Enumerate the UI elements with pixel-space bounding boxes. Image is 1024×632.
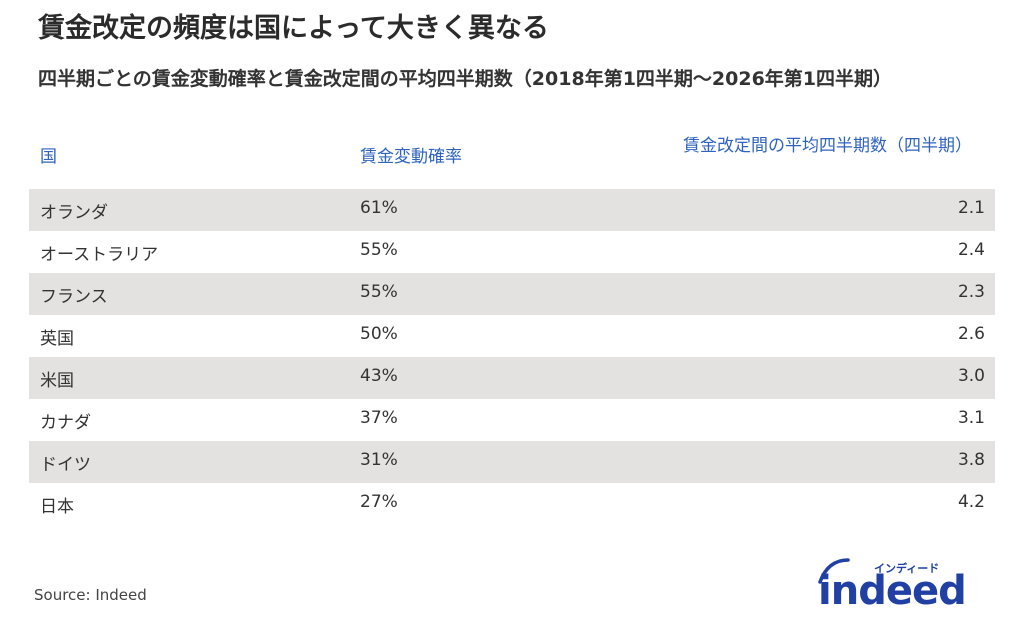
cell-quarters: 2.4 bbox=[957, 240, 985, 260]
indeed-logo-icon: インディード indeed bbox=[818, 558, 967, 614]
svg-text:インディード: インディード bbox=[874, 561, 939, 575]
indeed-logo: インディード indeed bbox=[814, 552, 994, 614]
cell-country: ドイツ bbox=[40, 455, 91, 475]
page-title: 賃金改定の頻度は国によって大きく異なる bbox=[38, 13, 549, 44]
cell-country: 米国 bbox=[40, 371, 74, 391]
cell-rate: 55% bbox=[360, 282, 398, 302]
cell-quarters: 3.8 bbox=[957, 450, 985, 470]
cell-rate: 61% bbox=[360, 198, 398, 218]
column-header-rate: 賃金変動確率 bbox=[360, 147, 462, 167]
cell-quarters: 2.3 bbox=[957, 282, 985, 302]
table-row: 日本 27% 4.2 bbox=[29, 483, 995, 525]
column-header-quarters: 賃金改定間の平均四半期数（四半期） bbox=[683, 136, 972, 156]
cell-quarters: 3.0 bbox=[957, 366, 985, 386]
source-note: Source: Indeed bbox=[34, 586, 147, 604]
cell-quarters: 3.1 bbox=[957, 408, 985, 428]
cell-quarters: 2.1 bbox=[957, 198, 985, 218]
cell-rate: 31% bbox=[360, 450, 398, 470]
cell-rate: 37% bbox=[360, 408, 398, 428]
cell-country: 日本 bbox=[40, 497, 74, 517]
table-row: ドイツ 31% 3.8 bbox=[29, 441, 995, 483]
table-row: オランダ 61% 2.1 bbox=[29, 189, 995, 231]
table-row: カナダ 37% 3.1 bbox=[29, 399, 995, 441]
cell-rate: 27% bbox=[360, 492, 398, 512]
cell-country: カナダ bbox=[40, 413, 91, 433]
svg-text:indeed: indeed bbox=[818, 568, 966, 612]
cell-country: オーストラリア bbox=[40, 245, 159, 265]
table-row: 英国 50% 2.6 bbox=[29, 315, 995, 357]
cell-country: フランス bbox=[40, 287, 108, 307]
cell-rate: 43% bbox=[360, 366, 398, 386]
page-subtitle: 四半期ごとの賃金変動確率と賃金改定間の平均四半期数（2018年第1四半期〜202… bbox=[38, 68, 893, 90]
cell-quarters: 2.6 bbox=[957, 324, 985, 344]
table-row: オーストラリア 55% 2.4 bbox=[29, 231, 995, 273]
cell-country: 英国 bbox=[40, 329, 74, 349]
column-header-country: 国 bbox=[40, 147, 57, 167]
cell-country: オランダ bbox=[40, 203, 108, 223]
table-row: フランス 55% 2.3 bbox=[29, 273, 995, 315]
cell-quarters: 4.2 bbox=[957, 492, 985, 512]
data-table: オランダ 61% 2.1 オーストラリア 55% 2.4 フランス 55% 2.… bbox=[29, 189, 995, 525]
table-row: 米国 43% 3.0 bbox=[29, 357, 995, 399]
cell-rate: 50% bbox=[360, 324, 398, 344]
cell-rate: 55% bbox=[360, 240, 398, 260]
